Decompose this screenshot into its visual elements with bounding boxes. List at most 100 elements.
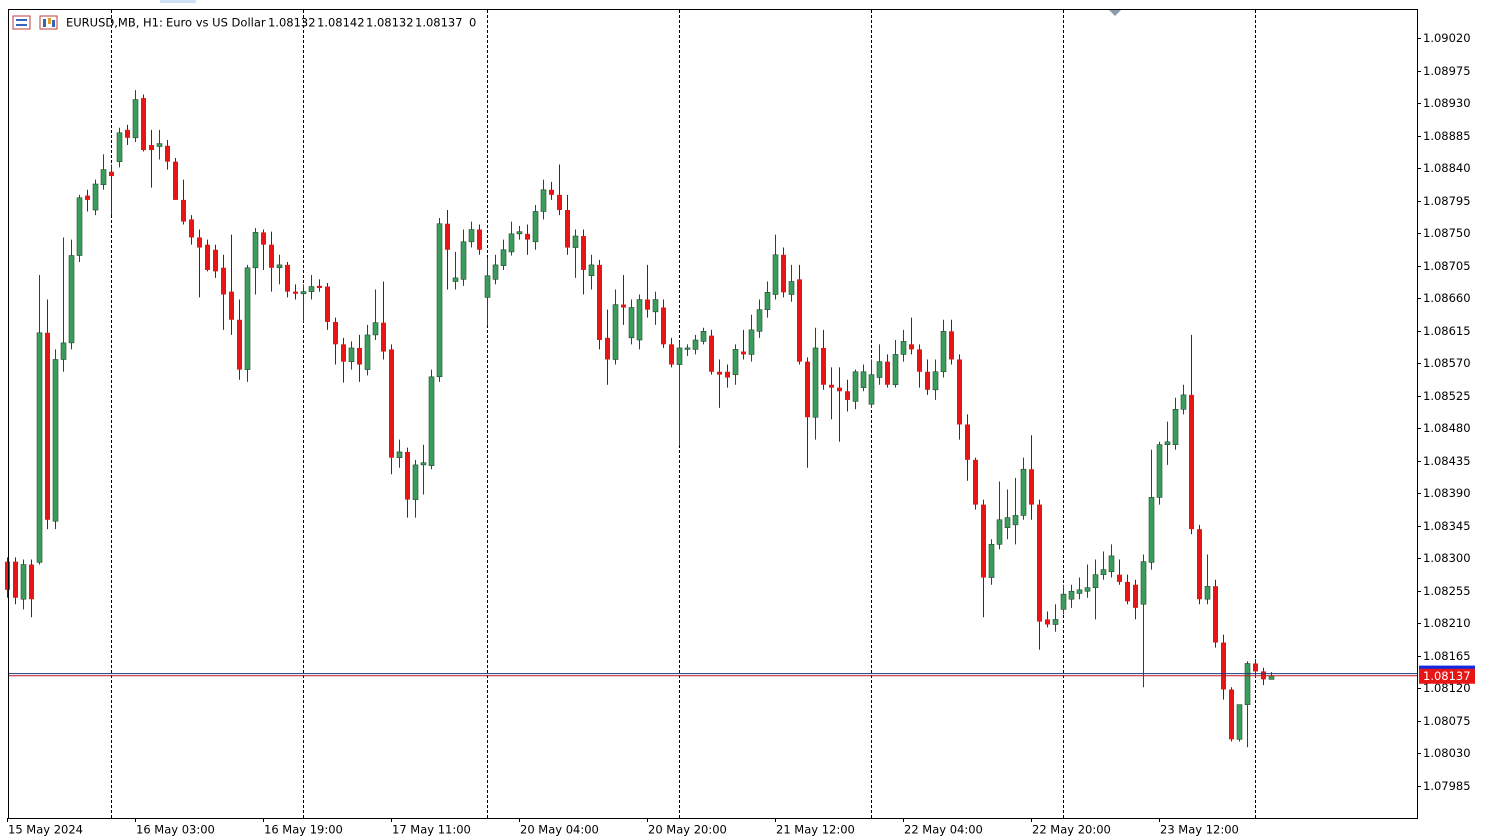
- bid-label: 1.08137: [1423, 669, 1471, 683]
- candle-body: [725, 371, 730, 378]
- candle-body: [1197, 529, 1202, 600]
- candle-body: [92, 183, 99, 211]
- y-tick-label: 1.08345: [1423, 519, 1471, 533]
- candle-body: [357, 347, 362, 365]
- candle-body: [173, 161, 178, 200]
- candle-body: [805, 361, 810, 418]
- bid-label-box: [1419, 668, 1475, 684]
- tab-strip: [160, 0, 196, 3]
- y-tick-label: 1.08255: [1423, 584, 1471, 598]
- candle-body: [892, 354, 899, 386]
- candle-body: [45, 332, 50, 520]
- candle-body: [132, 99, 139, 139]
- candle-body: [1221, 642, 1226, 690]
- candle-body: [396, 451, 403, 458]
- candle-body: [965, 424, 970, 460]
- candle-body: [852, 371, 859, 402]
- candle-body: [669, 344, 674, 365]
- candle-body: [756, 309, 763, 332]
- icon-bar: [48, 18, 51, 24]
- candle-body: [221, 267, 226, 295]
- candle-body: [717, 371, 722, 375]
- candle-body: [925, 371, 930, 390]
- candle-body: [364, 334, 371, 370]
- candle-body: [1117, 574, 1122, 582]
- candle-body: [500, 249, 507, 266]
- candle-body: [109, 171, 114, 177]
- candle-body: [1244, 663, 1251, 705]
- candle-body: [1148, 497, 1155, 563]
- candle-body: [317, 285, 322, 288]
- candle-body: [285, 264, 290, 292]
- candle-body: [348, 347, 355, 362]
- candle-body: [516, 231, 523, 235]
- header-volume: 0: [469, 16, 476, 30]
- candle-body: [405, 451, 410, 500]
- candle-body: [876, 361, 883, 378]
- candle-body: [1108, 555, 1115, 573]
- candle-body: [565, 210, 570, 248]
- candle-body: [325, 286, 330, 322]
- y-tick-label: 1.08030: [1423, 746, 1471, 760]
- candle-body: [821, 347, 826, 385]
- candle-body: [605, 337, 610, 360]
- candle-body: [244, 267, 251, 370]
- candle-body: [684, 347, 691, 350]
- y-tick-label: 1.08705: [1423, 259, 1471, 273]
- candle-body: [621, 304, 626, 308]
- y-tick-label: 1.08480: [1423, 421, 1471, 435]
- candle-body: [156, 143, 163, 147]
- candle-body: [205, 244, 210, 270]
- candle-body: [988, 544, 995, 578]
- candle-body: [1189, 394, 1194, 530]
- candle-body: [692, 339, 699, 350]
- candle-body: [1133, 584, 1138, 608]
- candle-body: [525, 233, 530, 240]
- candle-body: [860, 371, 867, 388]
- candle-body: [764, 292, 771, 310]
- y-tick-label: 1.08795: [1423, 194, 1471, 208]
- candle-body: [540, 189, 547, 212]
- candle-body: [452, 277, 459, 282]
- y-tick-label: 1.08525: [1423, 389, 1471, 403]
- candle-body: [293, 291, 298, 294]
- candle-body: [572, 235, 579, 248]
- candle-body: [197, 237, 202, 248]
- candle-body: [709, 335, 714, 372]
- candle-body: [597, 264, 602, 340]
- candle-body: [181, 199, 186, 222]
- candle-body: [420, 462, 427, 466]
- candle-body: [829, 384, 834, 388]
- y-tick-label: 1.08750: [1423, 226, 1471, 240]
- x-tick-label: 20 May 20:00: [648, 823, 727, 837]
- y-tick-label: 1.08570: [1423, 356, 1471, 370]
- candle-body: [276, 264, 283, 269]
- header-open: 1.08132: [268, 16, 316, 30]
- y-tick-label: 1.08615: [1423, 324, 1471, 338]
- chart-frame: [8, 9, 1418, 819]
- candle-body: [20, 564, 27, 600]
- candle-body: [900, 341, 907, 355]
- candle-body: [445, 223, 450, 250]
- candle-body: [52, 359, 59, 522]
- candle-body: [741, 351, 746, 355]
- shift-marker: [1109, 10, 1121, 16]
- header-close: 1.08137: [415, 16, 463, 30]
- x-tick-label: 22 May 20:00: [1032, 823, 1111, 837]
- x-tick-label: 23 May 12:00: [1160, 823, 1239, 837]
- header-description: Euro vs US Dollar: [166, 16, 266, 30]
- candle-body: [85, 195, 90, 200]
- candle-body: [189, 219, 194, 238]
- candle-body: [149, 145, 154, 151]
- y-tick-label: 1.09020: [1423, 31, 1471, 45]
- candle-body: [468, 229, 475, 243]
- candle-body: [652, 299, 659, 313]
- candle-body: [973, 459, 978, 505]
- candle-body: [165, 145, 170, 162]
- candle-body: [333, 321, 338, 345]
- candle-body: [1052, 619, 1059, 625]
- icon-bar: [43, 19, 46, 27]
- candle-body: [645, 299, 650, 310]
